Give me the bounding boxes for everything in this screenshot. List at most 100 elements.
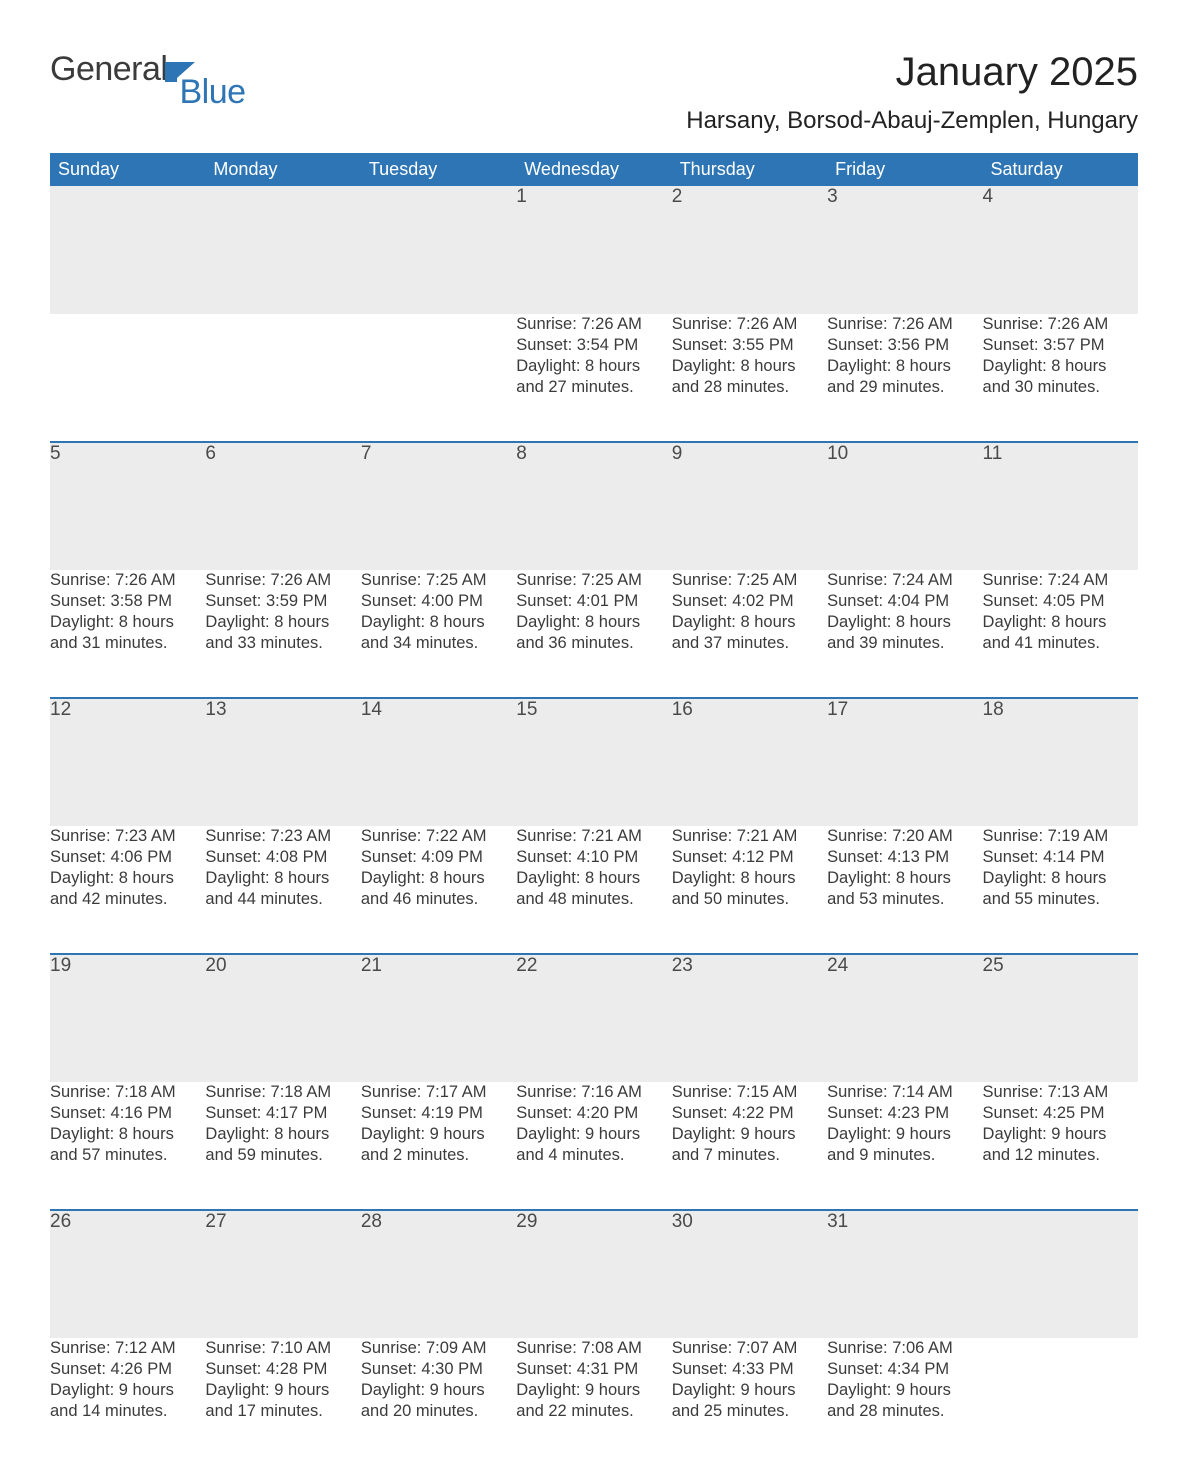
day-number-cell: 23 (672, 954, 827, 1082)
day-number-cell: 27 (205, 1210, 360, 1338)
sunrise-text: Sunrise: 7:24 AM (983, 570, 1138, 591)
sunrise-text: Sunrise: 7:20 AM (827, 826, 982, 847)
month-title: January 2025 (686, 50, 1138, 95)
daylight-line2: and 59 minutes. (205, 1145, 360, 1166)
day-content-cell: Sunrise: 7:20 AMSunset: 4:13 PMDaylight:… (827, 826, 982, 954)
sunrise-text: Sunrise: 7:25 AM (672, 570, 827, 591)
daylight-line1: Daylight: 9 hours (672, 1380, 827, 1401)
sunrise-text: Sunrise: 7:18 AM (205, 1082, 360, 1103)
daylight-line1: Daylight: 8 hours (827, 868, 982, 889)
day-number: 19 (50, 955, 71, 976)
day-content-cell: Sunrise: 7:13 AMSunset: 4:25 PMDaylight:… (983, 1082, 1138, 1210)
sunset-text: Sunset: 4:12 PM (672, 847, 827, 868)
day-number: 6 (205, 443, 216, 464)
title-block: January 2025 Harsany, Borsod-Abauj-Zempl… (686, 50, 1138, 135)
day-number-cell: 4 (983, 186, 1138, 314)
sunset-text: Sunset: 4:09 PM (361, 847, 516, 868)
day-content-cell: Sunrise: 7:18 AMSunset: 4:17 PMDaylight:… (205, 1082, 360, 1210)
day-number: 29 (516, 1211, 537, 1232)
sunset-text: Sunset: 4:16 PM (50, 1103, 205, 1124)
daylight-line1: Daylight: 8 hours (827, 612, 982, 633)
daylight-line2: and 48 minutes. (516, 889, 671, 910)
week-daynum-row: 1234 (50, 186, 1138, 314)
location-subtitle: Harsany, Borsod-Abauj-Zemplen, Hungary (686, 107, 1138, 135)
daylight-line2: and 17 minutes. (205, 1401, 360, 1422)
day-content-cell: Sunrise: 7:14 AMSunset: 4:23 PMDaylight:… (827, 1082, 982, 1210)
daylight-line2: and 36 minutes. (516, 633, 671, 654)
day-header: Tuesday (361, 153, 516, 186)
day-content-cell: Sunrise: 7:24 AMSunset: 4:05 PMDaylight:… (983, 570, 1138, 698)
sunrise-text: Sunrise: 7:26 AM (672, 314, 827, 335)
sunrise-text: Sunrise: 7:26 AM (50, 570, 205, 591)
day-header: Wednesday (516, 153, 671, 186)
sunrise-text: Sunrise: 7:26 AM (827, 314, 982, 335)
calendar-table: Sunday Monday Tuesday Wednesday Thursday… (50, 153, 1138, 1466)
day-content-cell: Sunrise: 7:09 AMSunset: 4:30 PMDaylight:… (361, 1338, 516, 1466)
sunrise-text: Sunrise: 7:26 AM (983, 314, 1138, 335)
week-content-row: Sunrise: 7:26 AMSunset: 3:54 PMDaylight:… (50, 314, 1138, 442)
day-number: 2 (672, 186, 683, 207)
sunset-text: Sunset: 4:00 PM (361, 591, 516, 612)
daylight-line1: Daylight: 8 hours (983, 356, 1138, 377)
day-number: 10 (827, 443, 848, 464)
sunrise-text: Sunrise: 7:25 AM (361, 570, 516, 591)
day-number: 18 (983, 699, 1004, 720)
daylight-line2: and 20 minutes. (361, 1401, 516, 1422)
day-content-cell: Sunrise: 7:08 AMSunset: 4:31 PMDaylight:… (516, 1338, 671, 1466)
day-content-cell: Sunrise: 7:25 AMSunset: 4:00 PMDaylight:… (361, 570, 516, 698)
daylight-line2: and 9 minutes. (827, 1145, 982, 1166)
daylight-line2: and 28 minutes. (827, 1401, 982, 1422)
daylight-line1: Daylight: 8 hours (672, 868, 827, 889)
day-content-cell: Sunrise: 7:26 AMSunset: 3:57 PMDaylight:… (983, 314, 1138, 442)
sunset-text: Sunset: 3:58 PM (50, 591, 205, 612)
day-number-cell (983, 1210, 1138, 1338)
daylight-line1: Daylight: 9 hours (516, 1380, 671, 1401)
day-number: 26 (50, 1211, 71, 1232)
daylight-line1: Daylight: 8 hours (50, 868, 205, 889)
day-content-cell: Sunrise: 7:06 AMSunset: 4:34 PMDaylight:… (827, 1338, 982, 1466)
daylight-line1: Daylight: 8 hours (50, 1124, 205, 1145)
week-daynum-row: 19202122232425 (50, 954, 1138, 1082)
sunrise-text: Sunrise: 7:08 AM (516, 1338, 671, 1359)
day-number-cell: 18 (983, 698, 1138, 826)
sunset-text: Sunset: 4:33 PM (672, 1359, 827, 1380)
week-content-row: Sunrise: 7:18 AMSunset: 4:16 PMDaylight:… (50, 1082, 1138, 1210)
day-content-cell: Sunrise: 7:26 AMSunset: 3:56 PMDaylight:… (827, 314, 982, 442)
day-number-cell: 12 (50, 698, 205, 826)
daylight-line1: Daylight: 8 hours (205, 868, 360, 889)
day-number-cell: 2 (672, 186, 827, 314)
daylight-line1: Daylight: 8 hours (983, 868, 1138, 889)
day-number-cell: 7 (361, 442, 516, 570)
sunset-text: Sunset: 4:20 PM (516, 1103, 671, 1124)
day-number: 13 (205, 699, 226, 720)
day-content-cell: Sunrise: 7:12 AMSunset: 4:26 PMDaylight:… (50, 1338, 205, 1466)
day-content-cell: Sunrise: 7:21 AMSunset: 4:12 PMDaylight:… (672, 826, 827, 954)
day-header: Friday (827, 153, 982, 186)
daylight-line2: and 25 minutes. (672, 1401, 827, 1422)
sunset-text: Sunset: 4:14 PM (983, 847, 1138, 868)
sunset-text: Sunset: 4:17 PM (205, 1103, 360, 1124)
day-number: 4 (983, 186, 994, 207)
day-number-cell: 22 (516, 954, 671, 1082)
day-number-cell (361, 186, 516, 314)
day-number: 17 (827, 699, 848, 720)
daylight-line2: and 39 minutes. (827, 633, 982, 654)
daylight-line2: and 2 minutes. (361, 1145, 516, 1166)
sunset-text: Sunset: 3:54 PM (516, 335, 671, 356)
day-number-cell: 20 (205, 954, 360, 1082)
day-content-cell: Sunrise: 7:26 AMSunset: 3:59 PMDaylight:… (205, 570, 360, 698)
daylight-line2: and 12 minutes. (983, 1145, 1138, 1166)
day-number: 16 (672, 699, 693, 720)
day-number: 28 (361, 1211, 382, 1232)
sunset-text: Sunset: 4:01 PM (516, 591, 671, 612)
day-number: 23 (672, 955, 693, 976)
daylight-line1: Daylight: 8 hours (983, 612, 1138, 633)
daylight-line1: Daylight: 9 hours (672, 1124, 827, 1145)
header-section: General Blue January 2025 Harsany, Borso… (50, 50, 1138, 135)
sunset-text: Sunset: 4:22 PM (672, 1103, 827, 1124)
day-header: Monday (205, 153, 360, 186)
daylight-line1: Daylight: 9 hours (827, 1124, 982, 1145)
sunrise-text: Sunrise: 7:18 AM (50, 1082, 205, 1103)
daylight-line2: and 44 minutes. (205, 889, 360, 910)
daylight-line1: Daylight: 9 hours (205, 1380, 360, 1401)
